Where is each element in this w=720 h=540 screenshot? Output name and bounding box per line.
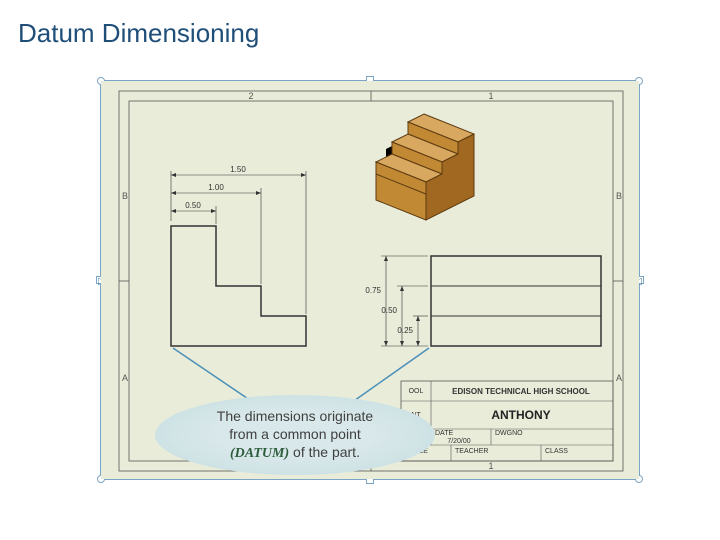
svg-text:2: 2	[248, 91, 253, 101]
svg-text:DWGNO: DWGNO	[495, 430, 523, 437]
callout-line1: The dimensions originate	[217, 407, 373, 425]
svg-text:0.50: 0.50	[185, 201, 201, 210]
svg-text:A: A	[122, 373, 128, 383]
svg-text:EDISON TECHNICAL HIGH SCHOOL: EDISON TECHNICAL HIGH SCHOOL	[452, 387, 590, 396]
slide-title: Datum Dimensioning	[18, 18, 259, 49]
svg-text:DATE: DATE	[435, 430, 453, 437]
title-block: OOL EDISON TECHNICAL HIGH SCHOOL NT ANTH…	[401, 381, 613, 461]
callout-bubble[interactable]: The dimensions originate from a common p…	[155, 395, 435, 475]
svg-text:1: 1	[488, 91, 493, 101]
callout-line3-rest: of the part.	[289, 444, 360, 460]
svg-text:ANTHONY: ANTHONY	[491, 408, 550, 422]
svg-text:0.25: 0.25	[397, 326, 413, 335]
svg-text:B: B	[616, 191, 622, 201]
side-view: 0.25 0.50 0.75	[365, 256, 601, 346]
callout-line2: from a common point	[229, 425, 361, 443]
svg-text:1: 1	[488, 461, 493, 471]
svg-text:A: A	[616, 373, 622, 383]
front-view: 0.50 1.00 1.50	[171, 165, 306, 346]
svg-text:B: B	[122, 191, 128, 201]
callout-datum-word: (DATUM)	[230, 446, 289, 461]
callout-line3: (DATUM) of the part.	[230, 443, 360, 463]
svg-text:1.50: 1.50	[230, 165, 246, 174]
svg-text:7/20/00: 7/20/00	[447, 438, 470, 445]
svg-text:CLASS: CLASS	[545, 448, 568, 455]
svg-text:TEACHER: TEACHER	[455, 448, 488, 455]
svg-text:1.00: 1.00	[208, 183, 224, 192]
svg-text:0.75: 0.75	[365, 286, 381, 295]
svg-text:0.50: 0.50	[381, 306, 397, 315]
svg-text:OOL: OOL	[409, 388, 424, 395]
